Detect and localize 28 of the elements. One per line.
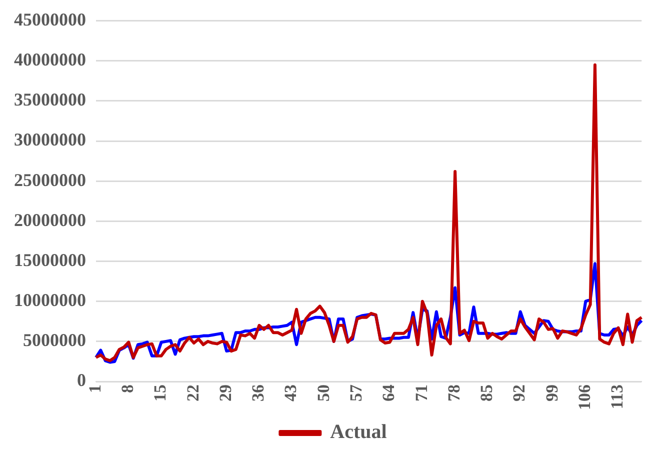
x-tick-label: 64 <box>379 384 398 402</box>
y-tick-label: 5000000 <box>23 330 86 350</box>
x-tick-label: 43 <box>281 384 300 402</box>
x-tick-label: 8 <box>118 384 138 393</box>
legend-label: Actual <box>330 421 388 444</box>
x-tick-label: 57 <box>346 384 366 402</box>
y-tick-label: 0 <box>77 370 86 390</box>
y-tick-label: 30000000 <box>14 130 86 150</box>
x-tick-label: 50 <box>314 384 333 402</box>
x-tick-label: 15 <box>150 384 170 402</box>
x-tick-label: 36 <box>248 384 268 402</box>
y-tick-label: 20000000 <box>14 210 86 230</box>
x-tick-label: 113 <box>608 384 627 410</box>
x-tick-label: 1 <box>85 384 104 393</box>
y-tick-label: 45000000 <box>14 9 86 30</box>
x-tick-label: 71 <box>412 384 431 402</box>
x-tick-label: 22 <box>183 384 202 402</box>
y-tick-label: 25000000 <box>14 170 86 190</box>
y-tick-label: 35000000 <box>14 90 86 110</box>
x-tick-label: 106 <box>575 384 594 410</box>
x-tick-label: 85 <box>477 384 496 402</box>
y-tick-label: 10000000 <box>14 290 86 310</box>
x-tick-label: 99 <box>542 384 562 402</box>
y-tick-label: 40000000 <box>14 50 86 70</box>
x-tick-label: 29 <box>216 384 235 402</box>
x-tick-label: 92 <box>510 384 529 402</box>
x-tick-label: 78 <box>444 384 464 402</box>
y-tick-label: 15000000 <box>14 250 86 270</box>
